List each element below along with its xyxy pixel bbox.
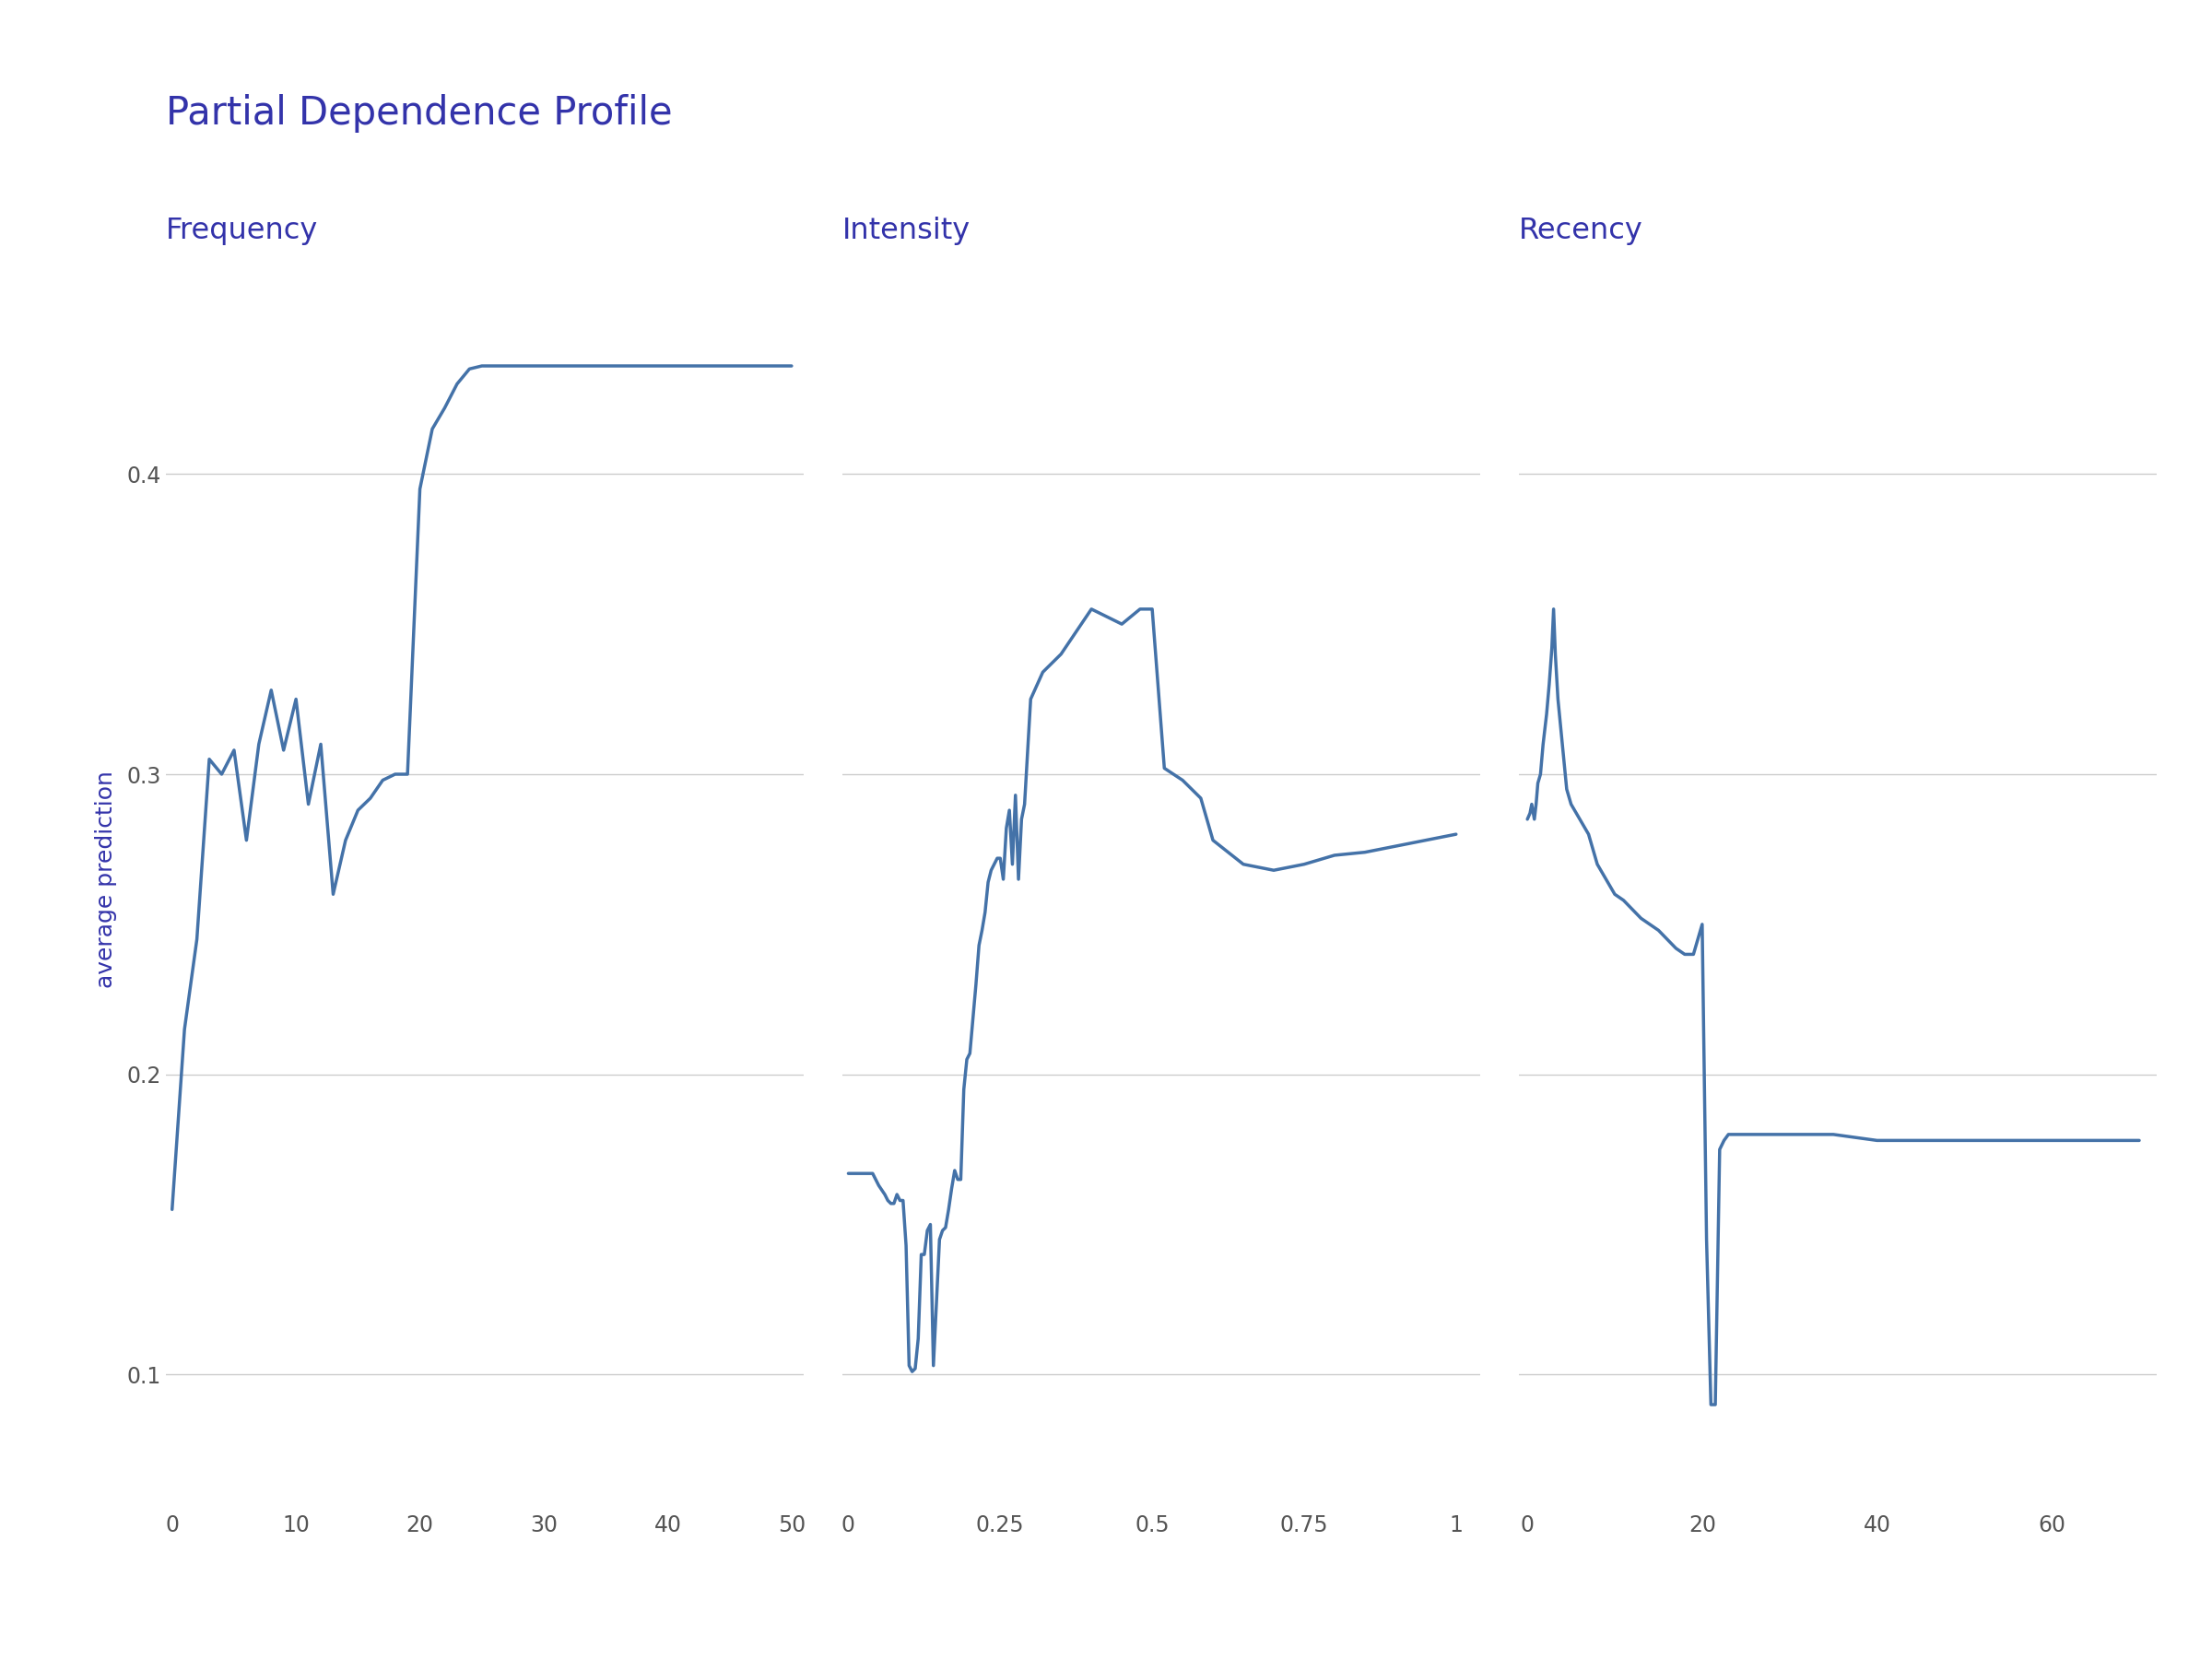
Text: Intensity: Intensity xyxy=(843,216,971,246)
Y-axis label: average prediction: average prediction xyxy=(95,770,117,989)
Text: Frequency: Frequency xyxy=(166,216,319,246)
Text: Recency: Recency xyxy=(1520,216,1644,246)
Text: Partial Dependence Profile: Partial Dependence Profile xyxy=(166,95,672,133)
